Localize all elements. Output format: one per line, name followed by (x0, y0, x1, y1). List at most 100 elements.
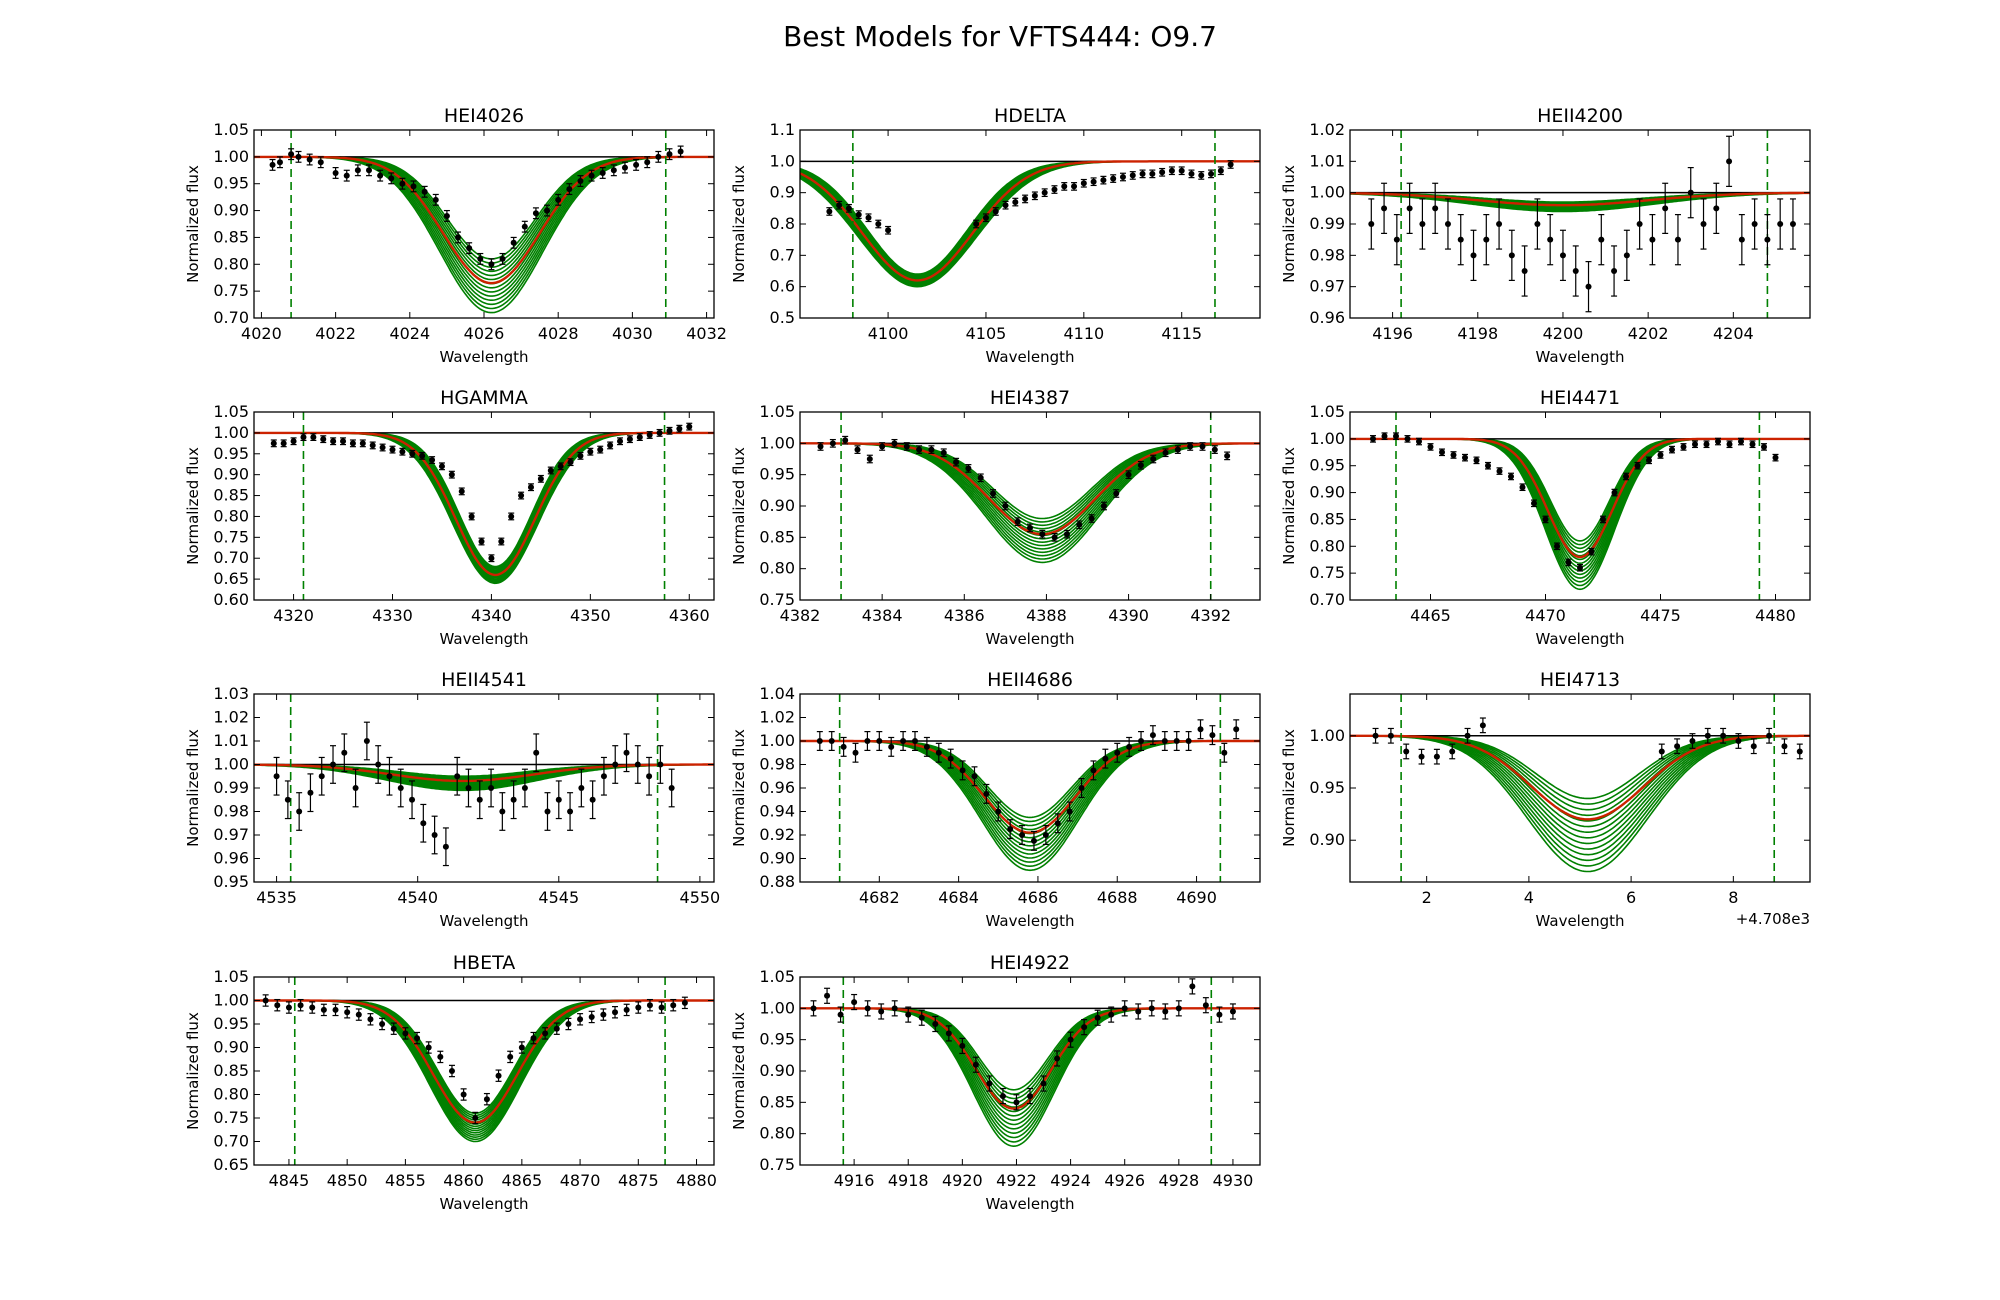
data-point (888, 743, 895, 750)
data-point (1094, 1014, 1101, 1021)
x-tick-label: 4386 (944, 606, 985, 625)
data-point (1766, 732, 1773, 739)
model-curve (254, 999, 714, 1130)
data-point (1623, 252, 1630, 259)
data-point (1416, 438, 1422, 445)
data-point (1063, 531, 1070, 538)
data-point (1381, 205, 1388, 212)
y-tick-label: 1.05 (213, 967, 249, 986)
data-point (1585, 283, 1592, 290)
y-tick-label: 1.05 (1309, 402, 1345, 421)
x-tick-label: 4865 (501, 1171, 542, 1190)
data-point (1126, 743, 1133, 750)
x-tick-label: 4686 (1018, 888, 1059, 907)
best-model-line (800, 739, 1260, 834)
x-tick-label: 4470 (1525, 606, 1566, 625)
y-tick-label: 0.98 (759, 755, 795, 774)
y-tick-label: 1.05 (759, 402, 795, 421)
x-tick-label: 4320 (273, 606, 314, 625)
data-point (409, 450, 416, 457)
data-point (332, 1006, 339, 1013)
data-point (1646, 457, 1652, 464)
data-point (1071, 183, 1078, 190)
model-curve (254, 432, 714, 582)
x-axis-label: Wavelength (440, 630, 529, 648)
data-point (375, 761, 382, 768)
data-point (1750, 743, 1757, 750)
y-tick-label: 0.80 (213, 254, 249, 273)
panel-hei4713: 2 4 6 8 0.90 0.95 1.00 HEI4713 Wavelength Normali… (1280, 669, 1811, 930)
data-point (1002, 503, 1009, 509)
data-point (1019, 832, 1026, 838)
model-curve (254, 432, 714, 581)
y-tick-label: 0.97 (213, 825, 249, 844)
model-curve (254, 432, 714, 576)
model-curve (1350, 734, 1810, 800)
data-point (891, 440, 898, 447)
y-tick-label: 0.90 (759, 849, 795, 868)
y-tick-label: 1.00 (759, 433, 795, 452)
data-point (1202, 1002, 1209, 1009)
x-tick-label: 4340 (471, 606, 512, 625)
data-point (1634, 462, 1641, 469)
model-curve (254, 432, 714, 569)
data-point (658, 1004, 665, 1011)
x-tick-label: 4115 (1161, 324, 1202, 343)
model-curve (254, 432, 714, 570)
y-tick-label: 1.00 (213, 147, 249, 166)
y-tick-label: 1.05 (213, 402, 249, 421)
x-tick-label: 4202 (1628, 324, 1669, 343)
data-point (1209, 732, 1216, 739)
x-tick-label: 4550 (680, 888, 721, 907)
panel-heii4686: 4682 4684 4686 4688 4690 0.88 0.90 0.92 0.94 0.96… (730, 669, 1261, 930)
data-point (1547, 236, 1554, 243)
x-tick-label: 4916 (834, 1171, 875, 1190)
data-point (389, 446, 396, 453)
data-point (1041, 189, 1048, 196)
model-curve (800, 740, 1260, 823)
data-point (1658, 748, 1665, 755)
data-point (363, 738, 370, 744)
model-curve (1350, 438, 1810, 583)
x-tick-label: 4690 (1176, 888, 1217, 907)
x-axis-label: Wavelength (986, 912, 1075, 930)
data-point (369, 442, 376, 449)
data-point (468, 513, 475, 520)
data-point (460, 1091, 467, 1098)
data-point (1002, 202, 1009, 209)
data-point (1521, 268, 1528, 274)
data-point (377, 172, 384, 179)
model-curve (800, 442, 1260, 520)
y-tick-label: 0.65 (213, 1155, 249, 1174)
x-tick-label: 4928 (1158, 1171, 1199, 1190)
x-tick-label: 4920 (942, 1171, 983, 1190)
data-point (1703, 441, 1710, 448)
data-point (330, 761, 337, 768)
data-point (972, 1061, 979, 1068)
data-point (947, 755, 954, 762)
y-tick-label: 0.6 (770, 277, 795, 296)
data-point (367, 1016, 374, 1023)
data-point (1508, 473, 1514, 480)
axes-frame (1349, 411, 1811, 601)
panel-title: HEI4387 (990, 387, 1070, 409)
data-point (1233, 726, 1240, 733)
data-point (544, 808, 551, 815)
data-point (1393, 433, 1399, 440)
model-curve (254, 156, 714, 297)
y-tick-label: 1.00 (1309, 726, 1345, 745)
data-point (1173, 738, 1180, 744)
data-point (587, 448, 594, 455)
data-point (971, 773, 978, 780)
data-point (1674, 236, 1681, 243)
data-point (1027, 1093, 1033, 1100)
data-point (476, 796, 483, 803)
data-point (1600, 516, 1606, 523)
y-tick-label: 0.90 (759, 1061, 795, 1080)
data-point (852, 749, 859, 756)
data-point (634, 761, 641, 768)
y-tick-label: 0.70 (213, 308, 249, 327)
y-axis-label: Normalized flux (730, 1012, 748, 1130)
data-point (1039, 531, 1046, 538)
model-curve (254, 156, 714, 264)
